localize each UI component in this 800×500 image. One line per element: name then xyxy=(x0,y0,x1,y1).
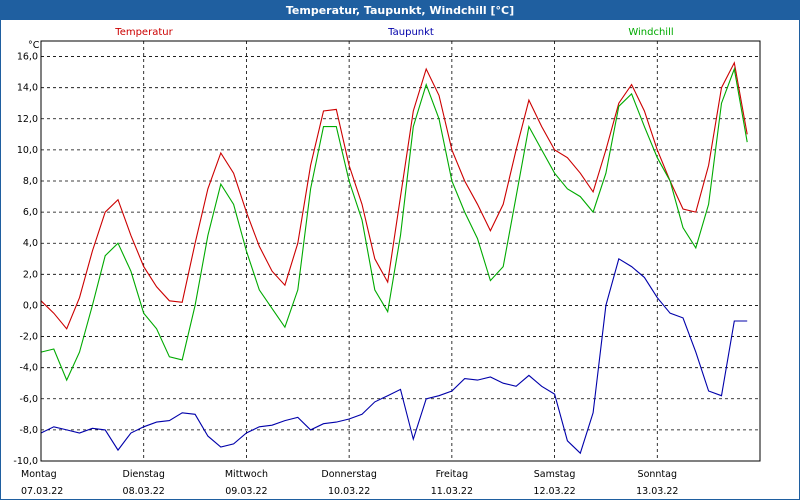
x-tick-date: 13.03.22 xyxy=(636,486,678,497)
x-tick-date: 10.03.22 xyxy=(328,486,370,497)
grid xyxy=(41,41,760,462)
x-tick-date: 12.03.22 xyxy=(533,486,575,497)
plot-area-border xyxy=(40,40,761,462)
y-tick-label: 8,0 xyxy=(23,176,38,187)
legend-temperatur: Temperatur xyxy=(114,27,173,38)
y-tick-label: -2,0 xyxy=(19,332,38,343)
y-tick-label: -4,0 xyxy=(19,363,38,374)
y-axis-ticks: -10,0 -8,0 -6,0 -4,0 -2,0 0,0 2,0 4,0 6,0 8,0 10,0… xyxy=(13,52,38,467)
x-tick-day: Samstag xyxy=(534,469,576,480)
series-line-taupunkt xyxy=(40,257,748,455)
legend-windchill: Windchill xyxy=(628,27,673,38)
y-tick-label: 6,0 xyxy=(23,207,38,218)
x-tick-date: 09.03.22 xyxy=(225,486,267,497)
y-tick-label: 10,0 xyxy=(17,145,38,156)
y-tick-label: 16,0 xyxy=(17,52,38,63)
y-tick-label: 14,0 xyxy=(17,83,38,94)
legend: Temperatur Taupunkt Windchill xyxy=(114,27,673,38)
x-axis-ticks: Montag 07.03.22 Dienstag 08.03.22 Mittwoch 09… xyxy=(21,469,678,497)
y-tick-label: -10,0 xyxy=(13,456,38,467)
x-tick-date: 11.03.22 xyxy=(431,486,473,497)
x-tick-day: Dienstag xyxy=(123,469,165,480)
y-axis-unit: °C xyxy=(28,40,40,51)
x-tick-date: 08.03.22 xyxy=(123,486,165,497)
y-tick-label: 4,0 xyxy=(23,238,38,249)
series-line-temperatur xyxy=(40,61,748,330)
x-tick-day: Freitag xyxy=(436,469,469,480)
legend-taupunkt: Taupunkt xyxy=(387,27,434,38)
x-tick-day: Mittwoch xyxy=(225,469,268,480)
y-tick-label: -6,0 xyxy=(19,394,38,405)
chart-title: Temperatur, Taupunkt, Windchill [°C] xyxy=(1,1,799,20)
x-tick-date: 07.03.22 xyxy=(21,486,63,497)
series-line-windchill xyxy=(40,66,748,382)
x-tick-day: Sonntag xyxy=(638,469,677,480)
y-tick-label: 2,0 xyxy=(23,269,38,280)
x-tick-day: Donnerstag xyxy=(321,469,376,480)
y-tick-label: -8,0 xyxy=(19,425,38,436)
series-lines xyxy=(40,61,748,455)
y-tick-label: 12,0 xyxy=(17,114,38,125)
x-tick-day: Montag xyxy=(21,469,57,480)
y-tick-label: 0,0 xyxy=(23,300,38,311)
